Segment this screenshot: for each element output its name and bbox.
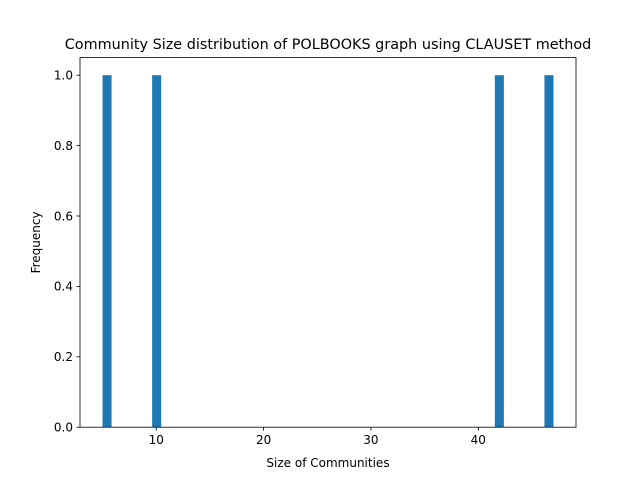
x-axis-ticks: 10 20 30 40	[149, 427, 486, 447]
y-axis-label: Frequency	[29, 211, 43, 273]
x-axis-label: Size of Communities	[266, 456, 389, 470]
y-axis-ticks: 0.0 0.2 0.4 0.6 0.8 1.0	[54, 69, 80, 435]
x-tick-label: 30	[363, 433, 378, 447]
y-tick-label: 0.2	[54, 350, 73, 364]
bars-group	[102, 75, 554, 428]
plot-area	[79, 57, 577, 428]
histogram-bar-3	[494, 75, 504, 428]
y-tick-label: 1.0	[54, 69, 73, 83]
histogram-bar-4	[544, 75, 554, 428]
y-tick-label: 0.6	[54, 209, 73, 223]
histogram-bar-1	[102, 75, 112, 428]
y-tick-label: 0.0	[54, 421, 73, 435]
y-tick-label: 0.4	[54, 280, 73, 294]
histogram-bar-2	[152, 75, 162, 428]
x-tick-label: 40	[471, 433, 486, 447]
y-tick-label: 0.8	[54, 139, 73, 153]
x-tick-label: 20	[256, 433, 271, 447]
axes-frame	[79, 57, 577, 428]
chart-title: Community Size distribution of POLBOOKS …	[65, 37, 592, 53]
x-tick-label: 10	[149, 433, 164, 447]
